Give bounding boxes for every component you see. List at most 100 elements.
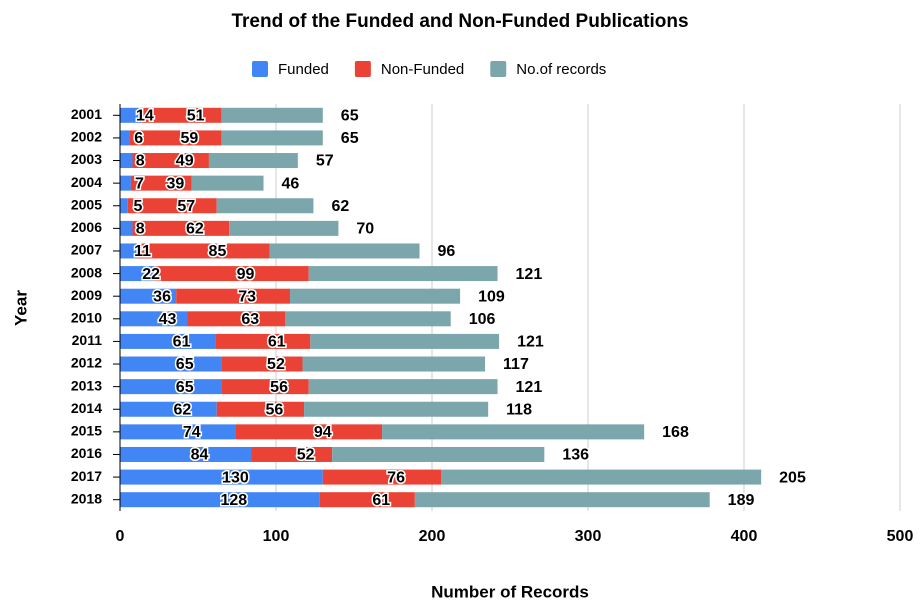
- legend-swatch: [252, 61, 268, 77]
- bar-segment: [251, 446, 333, 462]
- value-label: 76: [387, 469, 405, 486]
- y-tick-label: 2007: [71, 242, 102, 258]
- value-label: 94: [314, 424, 332, 441]
- y-tick-label: 2002: [71, 129, 102, 145]
- value-label: 84: [191, 447, 209, 464]
- value-label: 8: [136, 153, 145, 170]
- legend-label: Funded: [278, 61, 329, 78]
- value-label: 57: [316, 153, 334, 170]
- bar-segment: [382, 424, 645, 440]
- value-label: 168: [662, 424, 689, 441]
- y-tick-label: 2001: [71, 106, 102, 122]
- value-label: 63: [241, 311, 259, 328]
- value-label: 59: [180, 130, 198, 147]
- x-axis-label: Number of Records: [431, 582, 589, 601]
- value-label: 99: [237, 266, 255, 283]
- bar-segment: [141, 107, 222, 123]
- value-label: 56: [270, 379, 288, 396]
- bar-segment: [304, 401, 489, 417]
- bar-segment: [221, 356, 303, 372]
- value-label: 57: [177, 198, 195, 215]
- value-label: 56: [266, 401, 284, 418]
- bar-segment: [285, 311, 451, 327]
- value-label: 22: [142, 266, 160, 283]
- bar-segment: [129, 130, 222, 146]
- value-label: 128: [220, 492, 247, 509]
- bar-segment: [120, 175, 131, 191]
- bar-segment: [120, 333, 216, 349]
- value-label: 121: [516, 379, 543, 396]
- bar-segment: [322, 469, 442, 485]
- value-label: 36: [153, 288, 171, 305]
- value-label: 62: [331, 198, 349, 215]
- x-tick-label: 200: [419, 528, 446, 545]
- value-label: 136: [562, 447, 589, 464]
- value-label: 61: [372, 492, 390, 509]
- bar-segment: [120, 288, 177, 304]
- bar-segment: [120, 266, 155, 282]
- bar-segment: [176, 288, 291, 304]
- y-tick-label: 2010: [71, 310, 102, 326]
- value-label: 5: [133, 198, 142, 215]
- y-tick-label: 2018: [71, 490, 102, 506]
- value-label: 6: [134, 130, 143, 147]
- y-tick-label: 2004: [71, 174, 102, 190]
- bar-segment: [215, 333, 311, 349]
- bar-segment: [120, 401, 217, 417]
- y-tick-label: 2005: [71, 196, 102, 212]
- bar-segment: [120, 446, 252, 462]
- x-tick-label: 0: [116, 528, 125, 545]
- y-tick-label: 2015: [71, 423, 102, 439]
- value-label: 7: [135, 175, 144, 192]
- value-label: 121: [516, 266, 543, 283]
- bar-segment: [127, 198, 217, 214]
- legend-swatch: [490, 61, 507, 77]
- value-label: 70: [356, 221, 374, 238]
- value-label: 8: [136, 221, 145, 238]
- bar-segment: [130, 175, 192, 191]
- bar-segment: [229, 220, 339, 236]
- bar-segment: [120, 130, 130, 146]
- chart-title: Trend of the Funded and Non-Funded Publi…: [231, 11, 688, 32]
- legend-label: Non-Funded: [381, 61, 464, 78]
- value-label: 73: [238, 288, 256, 305]
- value-label: 65: [176, 356, 194, 373]
- value-label: 65: [176, 379, 194, 396]
- value-label: 52: [297, 447, 315, 464]
- value-label: 117: [503, 356, 529, 373]
- bar-segment: [120, 153, 133, 169]
- bar-segment: [120, 492, 320, 508]
- value-label: 65: [341, 130, 359, 147]
- value-label: 52: [267, 356, 285, 373]
- bar-segment: [221, 130, 323, 146]
- x-tick-label: 400: [731, 528, 758, 545]
- value-label: 109: [478, 288, 505, 305]
- value-label: 62: [173, 401, 191, 418]
- bar-segment: [216, 401, 305, 417]
- value-label: 49: [176, 153, 194, 170]
- legend-swatch: [354, 61, 371, 77]
- value-label: 39: [166, 175, 184, 192]
- value-label: 205: [779, 469, 806, 486]
- x-tick-label: 300: [575, 528, 602, 545]
- value-label: 96: [438, 243, 456, 260]
- bar-segment: [216, 198, 314, 214]
- bar-segment: [120, 198, 128, 214]
- y-tick-label: 2017: [71, 468, 102, 484]
- y-tick-label: 2006: [71, 219, 102, 235]
- bar-segment: [269, 243, 420, 259]
- bar-segment: [120, 220, 133, 236]
- bar-segment: [154, 266, 309, 282]
- bar-segment: [235, 424, 383, 440]
- value-label: 43: [159, 311, 177, 328]
- bar-segment: [414, 492, 710, 508]
- bar-segment: [221, 379, 309, 395]
- bar-segment: [137, 243, 270, 259]
- bar-segment: [319, 492, 415, 508]
- bar-segment: [120, 243, 138, 259]
- bar-segment: [221, 107, 323, 123]
- y-tick-label: 2011: [72, 332, 103, 348]
- value-label: 189: [728, 492, 755, 509]
- y-tick-label: 2014: [71, 400, 102, 416]
